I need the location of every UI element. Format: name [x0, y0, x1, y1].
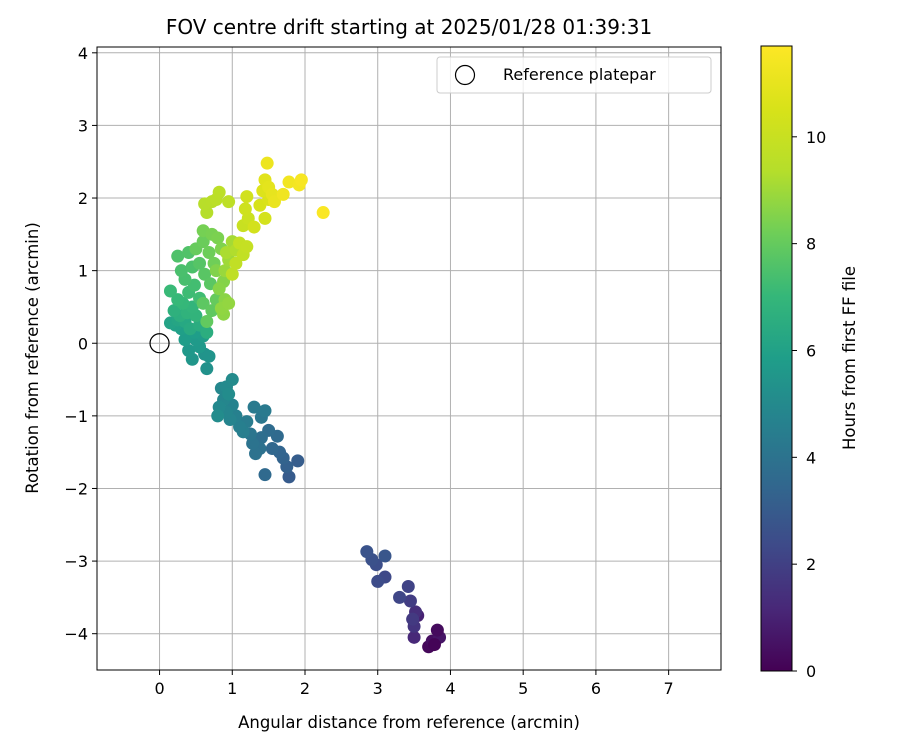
colorbar-tick-label: 6: [806, 341, 816, 360]
data-point: [316, 206, 330, 220]
data-point: [407, 630, 421, 644]
data-point: [225, 267, 239, 281]
y-tick-label: 1: [78, 262, 88, 281]
x-axis-title: Angular distance from reference (arcmin): [238, 713, 580, 732]
data-point: [427, 638, 441, 652]
data-point: [238, 202, 252, 216]
x-tick-label: 6: [591, 679, 601, 698]
data-point: [229, 256, 243, 270]
data-point: [291, 454, 305, 468]
colorbar-gradient: [760, 45, 793, 672]
data-point: [265, 442, 279, 456]
colorbar-title: Hours from first FF file: [840, 266, 859, 450]
colorbar-tick-label: 4: [806, 448, 816, 467]
data-point: [193, 256, 207, 270]
data-point: [211, 409, 225, 423]
data-point: [182, 344, 196, 358]
data-point: [174, 264, 188, 278]
x-tick-label: 5: [518, 679, 528, 698]
y-tick-label: −4: [64, 625, 88, 644]
data-point: [258, 468, 272, 482]
data-point: [202, 349, 216, 363]
data-point: [212, 185, 226, 199]
x-tick-label: 7: [664, 679, 674, 698]
y-axis-ticks: −4 −3 −2 −1 0 1 2 3 4: [64, 44, 97, 644]
data-point: [196, 235, 210, 249]
data-point: [393, 590, 407, 604]
y-tick-label: 4: [78, 44, 88, 63]
data-point: [171, 293, 185, 307]
legend-box: [436, 56, 712, 94]
data-point: [260, 156, 274, 170]
data-point: [167, 304, 181, 318]
data-point: [171, 249, 185, 263]
data-point: [240, 190, 254, 204]
colorbar: 0 2 4 6 8 10 Hours from first FF file: [760, 45, 859, 681]
x-tick-label: 1: [227, 679, 237, 698]
y-tick-label: −1: [64, 407, 88, 426]
data-point: [202, 245, 216, 259]
x-tick-label: 4: [445, 679, 455, 698]
data-point: [240, 240, 254, 254]
y-tick-label: 2: [78, 189, 88, 208]
y-tick-label: 3: [78, 116, 88, 135]
y-tick-label: −2: [64, 479, 88, 498]
data-point: [200, 314, 214, 328]
data-point: [247, 400, 261, 414]
x-tick-label: 2: [300, 679, 310, 698]
data-point: [211, 231, 225, 245]
data-point: [430, 623, 444, 637]
reference-platepar-marker: [149, 333, 170, 354]
x-axis-ticks: 0 1 2 3 4 5 6 7: [154, 670, 674, 698]
data-point: [249, 447, 263, 461]
chart-title: FOV centre drift starting at 2025/01/28 …: [166, 15, 652, 39]
data-point: [360, 545, 374, 559]
data-points: [163, 156, 447, 654]
grid: [97, 47, 721, 670]
colorbar-tick-label: 2: [806, 555, 816, 574]
data-point: [163, 284, 177, 298]
data-point: [222, 195, 236, 209]
legend-open-circle-icon: [454, 64, 476, 86]
y-axis-title: Rotation from reference (arcmin): [23, 222, 42, 494]
colorbar-ticks: 0 2 4 6 8 10: [792, 128, 826, 681]
legend: Reference platepar: [436, 56, 712, 94]
data-point: [200, 325, 214, 339]
data-point: [276, 187, 290, 201]
data-point: [401, 579, 415, 593]
data-point: [225, 373, 239, 387]
data-point: [294, 173, 308, 187]
y-tick-label: 0: [78, 334, 88, 353]
data-point: [282, 470, 296, 484]
data-point: [371, 574, 385, 588]
data-point: [378, 549, 392, 563]
data-point: [258, 211, 272, 225]
y-tick-label: −3: [64, 552, 88, 571]
data-point: [187, 278, 201, 292]
legend-label: Reference platepar: [503, 65, 656, 84]
data-point: [247, 220, 261, 234]
data-point: [212, 282, 226, 296]
data-point: [196, 296, 210, 310]
data-point: [267, 195, 281, 209]
data-point: [233, 420, 247, 434]
data-point: [222, 387, 236, 401]
plot-frame: [96, 46, 722, 671]
data-point: [200, 362, 214, 376]
data-point: [403, 594, 417, 608]
x-tick-label: 0: [154, 679, 164, 698]
data-point: [178, 333, 192, 347]
colorbar-tick-label: 0: [806, 662, 816, 681]
data-point: [198, 267, 212, 281]
x-tick-label: 3: [373, 679, 383, 698]
data-point: [222, 296, 236, 310]
reference-marker-group: [149, 333, 170, 354]
data-point: [282, 175, 296, 189]
data-point: [406, 612, 420, 626]
colorbar-tick-label: 10: [806, 128, 826, 147]
data-point: [258, 404, 272, 418]
colorbar-tick-label: 8: [806, 235, 816, 254]
